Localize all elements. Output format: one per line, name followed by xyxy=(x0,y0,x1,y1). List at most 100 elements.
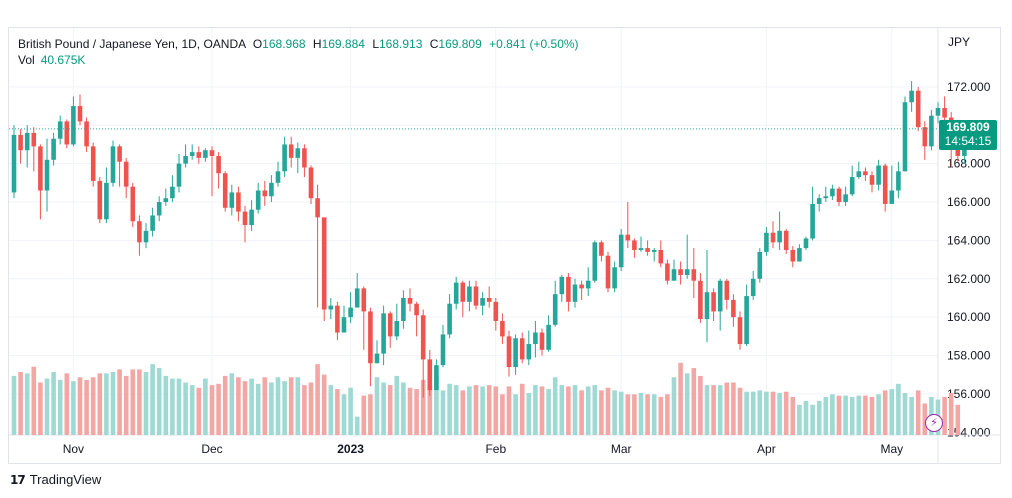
volume-bar xyxy=(684,373,690,435)
candle-body xyxy=(777,230,782,243)
volume-bar xyxy=(196,387,202,435)
volume-bar xyxy=(407,387,413,435)
candle-body xyxy=(632,240,637,250)
volume-bar xyxy=(625,394,631,435)
candle-body xyxy=(546,324,551,350)
volume-bar xyxy=(315,364,320,435)
volume-bar xyxy=(638,393,644,435)
volume-bar xyxy=(374,377,380,435)
candle-body xyxy=(473,286,479,306)
candle-body xyxy=(170,186,175,199)
candle-body xyxy=(744,296,749,345)
volume-bar xyxy=(500,394,505,435)
volume-bar xyxy=(816,400,822,435)
candle-body xyxy=(51,138,56,160)
volume-bar xyxy=(354,416,360,435)
x-tick-label: 2023 xyxy=(337,442,364,456)
volume-bar xyxy=(856,395,862,435)
volume-bar xyxy=(823,396,829,435)
volume-bar xyxy=(31,366,37,435)
volume-bar xyxy=(942,396,947,435)
volume-bar xyxy=(836,395,842,435)
candle-body xyxy=(18,134,23,151)
candle-body xyxy=(31,132,37,147)
volume-bar xyxy=(592,385,598,435)
high-label: H xyxy=(312,37,322,51)
volume-bar xyxy=(750,391,756,435)
candle-body xyxy=(117,146,122,162)
volume-value: 40.675K xyxy=(40,53,86,67)
candle-body xyxy=(671,269,677,281)
volume-bar xyxy=(889,389,895,435)
y-tick-label: 162.000 xyxy=(947,272,991,286)
volume-bar xyxy=(335,389,340,435)
volume-bar xyxy=(170,378,175,435)
candle-body xyxy=(71,106,76,145)
y-tick-label: 164.000 xyxy=(947,233,991,247)
candle-body xyxy=(328,305,334,310)
candle-body xyxy=(902,102,908,172)
candle-body xyxy=(348,307,353,318)
volume-bar xyxy=(295,377,301,435)
candle-body xyxy=(460,282,466,302)
candle-body xyxy=(321,217,327,310)
y-tick-label: 166.000 xyxy=(947,195,991,209)
candle-body xyxy=(731,299,736,318)
candle-body xyxy=(684,269,690,275)
candle-body xyxy=(830,188,835,197)
candle-body xyxy=(843,194,848,203)
volume-label[interactable]: Vol xyxy=(18,53,35,67)
volume-bar xyxy=(486,385,492,435)
volume-bar xyxy=(24,373,30,435)
volume-bar xyxy=(869,396,875,435)
chart-legend: British Pound / Japanese Yen, 1D, OANDA … xyxy=(18,36,579,52)
volume-bar xyxy=(605,387,611,435)
volume-bar xyxy=(163,375,169,435)
volume-bar xyxy=(130,369,136,435)
candle-body xyxy=(717,280,723,312)
volume-bar xyxy=(632,394,637,435)
volume-bar xyxy=(242,381,248,435)
candle-body xyxy=(420,315,426,360)
candle-body xyxy=(493,301,499,322)
volume-bar xyxy=(203,378,208,435)
events-bolt-icon[interactable]: ⚡ xyxy=(925,414,943,432)
volume-bar xyxy=(282,381,287,435)
candle-body xyxy=(222,173,228,208)
candle-body xyxy=(137,221,142,243)
candle-body xyxy=(123,161,129,187)
y-tick-label: 160.000 xyxy=(947,310,991,324)
volume-bar xyxy=(156,368,162,435)
candle-body xyxy=(387,313,393,337)
tradingview-brand[interactable]: 17 TradingView xyxy=(10,472,101,487)
candle-body xyxy=(922,127,928,147)
volume-bar xyxy=(830,394,835,435)
candle-body xyxy=(566,276,571,302)
volume-bar xyxy=(44,378,50,435)
candle-body xyxy=(447,303,452,335)
candle-body xyxy=(783,230,789,250)
candle-body xyxy=(368,311,373,364)
candle-body xyxy=(797,248,802,262)
candle-body xyxy=(236,192,241,212)
volume-legend: Vol 40.675K xyxy=(18,52,85,68)
candle-body xyxy=(909,90,914,103)
volume-bar xyxy=(143,372,149,435)
volume-bar xyxy=(51,372,56,435)
candle-body xyxy=(335,305,340,333)
candle-body xyxy=(665,263,670,281)
tradingview-logo-icon: 17 xyxy=(10,472,26,487)
volume-bar xyxy=(876,394,881,435)
x-tick-label: Apr xyxy=(757,442,776,456)
volume-bar xyxy=(420,379,426,435)
candle-body xyxy=(955,146,961,156)
symbol-description[interactable]: British Pound / Japanese Yen, 1D, OANDA xyxy=(18,37,246,51)
bar-countdown: 14:54:15 xyxy=(944,133,992,148)
volume-bar xyxy=(183,382,188,435)
volume-bar xyxy=(64,373,70,435)
volume-bar xyxy=(480,386,485,435)
volume-bar xyxy=(222,375,228,435)
candle-body xyxy=(209,150,215,156)
candle-body xyxy=(242,211,248,226)
